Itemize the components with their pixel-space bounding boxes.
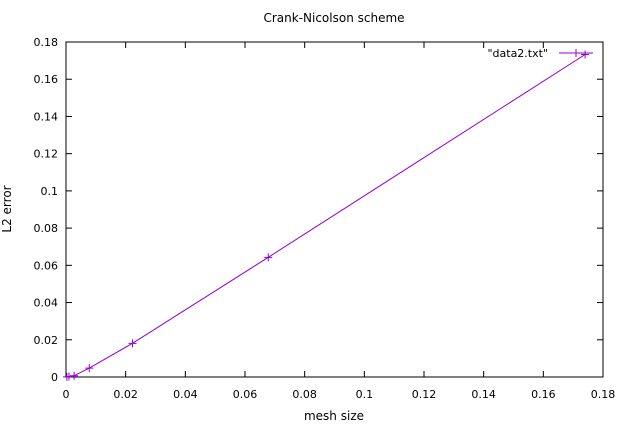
x-tick-label: 0.16 (531, 388, 556, 401)
legend-marker-data2 (572, 49, 580, 57)
x-axis-title: mesh size (304, 409, 364, 423)
x-tick-label: 0.08 (292, 388, 317, 401)
x-tick-label: 0.14 (471, 388, 496, 401)
x-tick-label: 0.02 (113, 388, 138, 401)
y-tick-label: 0.14 (34, 110, 59, 123)
y-tick-label: 0.04 (34, 297, 59, 310)
data-point (128, 339, 137, 348)
x-tick-label: 0.04 (173, 388, 198, 401)
y-tick-label: 0.1 (41, 185, 59, 198)
x-tick-label: 0.1 (356, 388, 374, 401)
y-tick-label: 0.06 (34, 259, 59, 272)
series-line-data2 (66, 54, 586, 378)
data-point (85, 364, 94, 373)
y-axis: 0 0.02 0.04 0.06 0.08 0.1 0.12 0.14 0.16 0.18 (34, 36, 603, 384)
data-point (64, 372, 73, 381)
y-tick-label: 0.08 (34, 222, 59, 235)
y-tick-label: 0.16 (34, 73, 59, 86)
y-tick-label: 0.18 (34, 36, 59, 49)
data-point (70, 371, 79, 380)
legend: "data2.txt" (487, 47, 593, 60)
series-layer (62, 50, 590, 381)
chart-title: Crank-Nicolson scheme (263, 11, 404, 25)
y-tick-label: 0.02 (34, 334, 59, 347)
x-tick-label: 0.06 (233, 388, 258, 401)
legend-label-data2: "data2.txt" (487, 47, 548, 60)
data-point (581, 50, 590, 59)
x-tick-label: 0 (63, 388, 70, 401)
x-axis: 0 0.02 0.04 0.06 0.08 0.1 0.12 0.14 0.16 0.18 (63, 42, 616, 401)
y-tick-label: 0.12 (34, 148, 59, 161)
x-tick-label: 0.18 (591, 388, 616, 401)
y-tick-label: 0 (51, 371, 58, 384)
y-axis-title: L2 error (0, 185, 14, 232)
plot-frame (65, 41, 604, 378)
x-tick-label: 0.12 (412, 388, 437, 401)
data-point (264, 253, 273, 262)
